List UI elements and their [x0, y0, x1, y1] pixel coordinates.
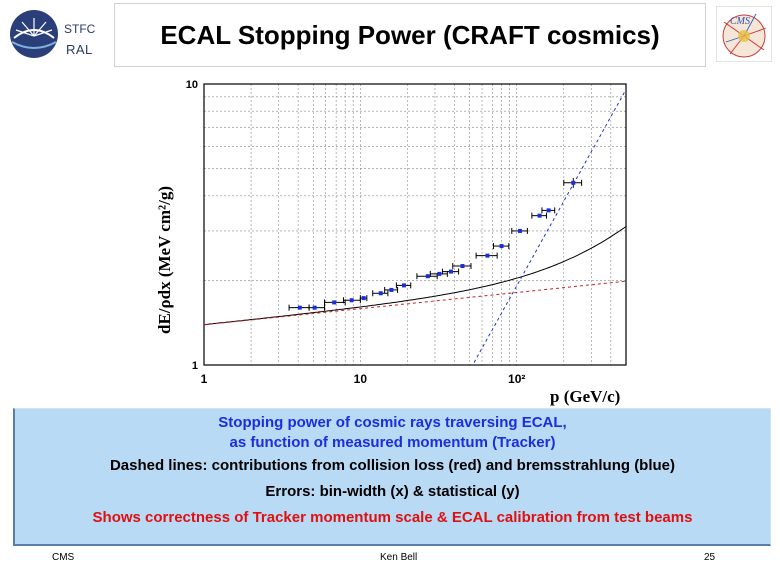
data-point — [425, 274, 430, 279]
contribution-curve — [203, 280, 627, 326]
y-tick-label: 1 — [192, 360, 198, 372]
slide-title: ECAL Stopping Power (CRAFT cosmics) — [160, 19, 660, 50]
data-point — [537, 213, 542, 218]
data-point — [571, 180, 576, 185]
x-tick-label: 10 — [354, 372, 368, 386]
contribution-curve — [473, 89, 627, 363]
caption-box: Stopping power of cosmic rays traversing… — [13, 408, 771, 546]
data-point — [449, 269, 454, 274]
caption-line-2: as function of measured momentum (Tracke… — [229, 434, 556, 451]
caption-line-4: Errors: bin-width (x) & statistical (y) — [265, 483, 520, 500]
footer-author: Ken Bell — [380, 552, 418, 563]
stopping-power-plot: dE/ρdx (MeV cm²/g) p (GeV/c) 1 10 10² 1 10 — [140, 72, 640, 410]
caption-line-3: Dashed lines: contributions from collisi… — [109, 457, 676, 474]
plot-svg: dE/ρdx (MeV cm²/g) p (GeV/c) 1 10 10² 1 10 — [155, 79, 627, 406]
stfc-ral-logo: STFC RAL — [8, 4, 108, 60]
data-point — [460, 264, 465, 269]
data-point — [499, 244, 504, 249]
y-axis-label: dE/ρdx (MeV cm²/g) — [155, 186, 174, 334]
y-tick-label: 10 — [186, 79, 198, 91]
caption-line-5: Shows correctness of Tracker momentum sc… — [92, 509, 693, 526]
x-tick-label: 1 — [201, 372, 208, 386]
stfc-logo-icon — [10, 10, 58, 58]
x-axis-label: p (GeV/c) — [550, 387, 620, 406]
cms-logo: CMS — [715, 5, 773, 63]
data-point — [361, 296, 366, 301]
caption-line-1: Stopping power of cosmic rays traversing… — [218, 414, 567, 431]
data-point — [312, 305, 317, 310]
data-point — [332, 300, 337, 305]
data-point — [389, 287, 394, 292]
total-fit-curve — [203, 226, 627, 326]
slide-title-box: ECAL Stopping Power (CRAFT cosmics) — [114, 3, 706, 67]
cms-logo-icon: CMS — [715, 5, 773, 63]
data-point — [401, 283, 406, 288]
plot-frame — [203, 83, 627, 366]
footer-page-number: 25 — [704, 552, 716, 563]
data-point — [437, 271, 442, 276]
data-point — [485, 253, 490, 258]
logo-line1: STFC — [64, 22, 96, 36]
x-tick-label: 10² — [508, 372, 525, 386]
data-point — [297, 305, 302, 310]
logo-line2: RAL — [66, 42, 93, 57]
data-point — [378, 291, 383, 296]
svg-text:CMS: CMS — [730, 16, 750, 27]
data-point — [546, 208, 551, 213]
data-point — [349, 298, 354, 303]
footer-left: CMS — [52, 552, 75, 563]
data-point — [518, 228, 523, 233]
